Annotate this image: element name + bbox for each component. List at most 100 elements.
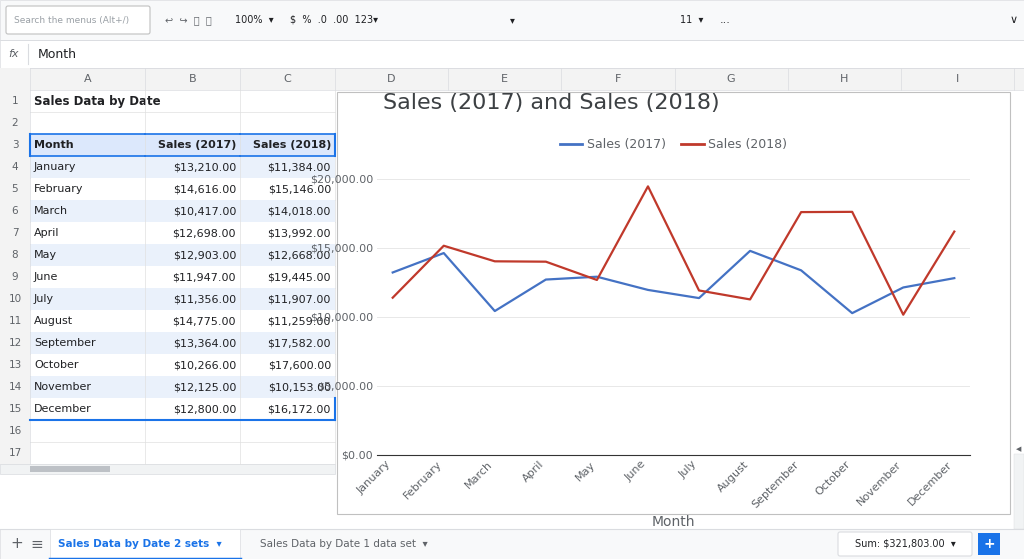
Sales (2017) <box>948 275 961 282</box>
Bar <box>30 310 145 332</box>
Bar <box>50 529 240 559</box>
Bar <box>0 68 1024 90</box>
Sales (2018) <box>386 295 398 301</box>
Text: June: June <box>34 272 58 282</box>
Bar <box>30 354 145 376</box>
Text: Sum: $321,803.00  ▾: Sum: $321,803.00 ▾ <box>855 539 955 549</box>
Bar <box>145 332 240 354</box>
Text: $12,800.00: $12,800.00 <box>173 404 236 414</box>
Bar <box>0 420 30 442</box>
Sales (2018) <box>540 258 552 265</box>
Bar <box>145 156 240 178</box>
Line: Sales (2018): Sales (2018) <box>392 186 954 315</box>
Text: Sales (2018): Sales (2018) <box>253 140 331 150</box>
Text: ...: ... <box>720 15 731 25</box>
Text: April: April <box>34 228 59 238</box>
Text: February: February <box>34 184 84 194</box>
Text: B: B <box>188 74 197 84</box>
Text: Sales (2017) and Sales (2018): Sales (2017) and Sales (2018) <box>383 93 720 113</box>
Text: Sales (2017): Sales (2017) <box>158 140 236 150</box>
Text: H: H <box>840 74 849 84</box>
Text: October: October <box>34 360 79 370</box>
Text: 2: 2 <box>11 118 18 128</box>
Text: May: May <box>34 250 57 260</box>
Text: November: November <box>34 382 92 392</box>
Bar <box>0 244 30 266</box>
Text: 3: 3 <box>11 140 18 150</box>
Text: 7: 7 <box>11 228 18 238</box>
Text: $10,266.00: $10,266.00 <box>173 360 236 370</box>
Text: September: September <box>34 338 95 348</box>
Text: $10,153.00: $10,153.00 <box>268 382 331 392</box>
Sales (2017) <box>693 295 706 301</box>
Sales (2017) <box>897 284 909 291</box>
Text: 15: 15 <box>8 404 22 414</box>
Bar <box>240 376 335 398</box>
FancyBboxPatch shape <box>6 6 150 34</box>
Bar <box>240 178 335 200</box>
Text: $11,259.00: $11,259.00 <box>267 316 331 326</box>
Bar <box>240 222 335 244</box>
Bar <box>0 0 1024 40</box>
Sales (2017) <box>591 273 603 280</box>
Text: ∨: ∨ <box>1010 15 1018 25</box>
Bar <box>145 244 240 266</box>
Text: F: F <box>614 74 622 84</box>
Text: I: I <box>955 74 959 84</box>
Bar <box>0 40 1024 68</box>
Bar <box>240 288 335 310</box>
Text: ◀: ◀ <box>1016 446 1022 452</box>
Text: 17: 17 <box>8 448 22 458</box>
Bar <box>0 68 30 90</box>
Sales (2017) <box>642 287 654 293</box>
Text: +: + <box>10 537 23 552</box>
Text: Sales Data by Date 2 sets  ▾: Sales Data by Date 2 sets ▾ <box>58 539 222 549</box>
Text: E: E <box>502 74 508 84</box>
Bar <box>145 222 240 244</box>
Bar <box>30 332 145 354</box>
Bar <box>0 310 30 332</box>
Text: $16,172.00: $16,172.00 <box>267 404 331 414</box>
Bar <box>145 310 240 332</box>
Text: ▾: ▾ <box>510 15 515 25</box>
Text: $17,582.00: $17,582.00 <box>267 338 331 348</box>
Text: C: C <box>284 74 292 84</box>
Text: +: + <box>983 537 994 551</box>
Sales (2018) <box>488 258 501 264</box>
Bar <box>30 288 145 310</box>
Bar <box>145 354 240 376</box>
Text: 100%  ▾: 100% ▾ <box>234 15 273 25</box>
Bar <box>0 398 30 420</box>
Text: $12,903.00: $12,903.00 <box>173 250 236 260</box>
Text: December: December <box>34 404 92 414</box>
Bar <box>0 90 30 112</box>
Text: $13,364.00: $13,364.00 <box>173 338 236 348</box>
Bar <box>0 134 30 156</box>
Sales (2018) <box>846 209 858 215</box>
Bar <box>30 200 145 222</box>
Text: $10,417.00: $10,417.00 <box>173 206 236 216</box>
Text: G: G <box>727 74 735 84</box>
Text: fx: fx <box>8 49 18 59</box>
Bar <box>240 310 335 332</box>
Legend: Sales (2017), Sales (2018): Sales (2017), Sales (2018) <box>555 133 793 156</box>
Bar <box>240 332 335 354</box>
Sales (2017) <box>744 248 757 254</box>
Text: $12,125.00: $12,125.00 <box>173 382 236 392</box>
Bar <box>30 398 145 420</box>
Bar <box>978 533 1000 555</box>
Text: $15,146.00: $15,146.00 <box>267 184 331 194</box>
Sales (2017) <box>437 250 450 257</box>
Sales (2018) <box>744 296 757 303</box>
Text: 11: 11 <box>8 316 22 326</box>
Sales (2018) <box>897 311 909 318</box>
Bar <box>240 156 335 178</box>
Text: Search the menus (Alt+/): Search the menus (Alt+/) <box>14 16 129 25</box>
Bar <box>240 200 335 222</box>
Sales (2018) <box>948 228 961 235</box>
Text: ↩  ↪  🖨  🏁: ↩ ↪ 🖨 🏁 <box>165 15 212 25</box>
Text: 16: 16 <box>8 426 22 436</box>
Text: $17,600.00: $17,600.00 <box>267 360 331 370</box>
Bar <box>0 354 30 376</box>
Text: 6: 6 <box>11 206 18 216</box>
